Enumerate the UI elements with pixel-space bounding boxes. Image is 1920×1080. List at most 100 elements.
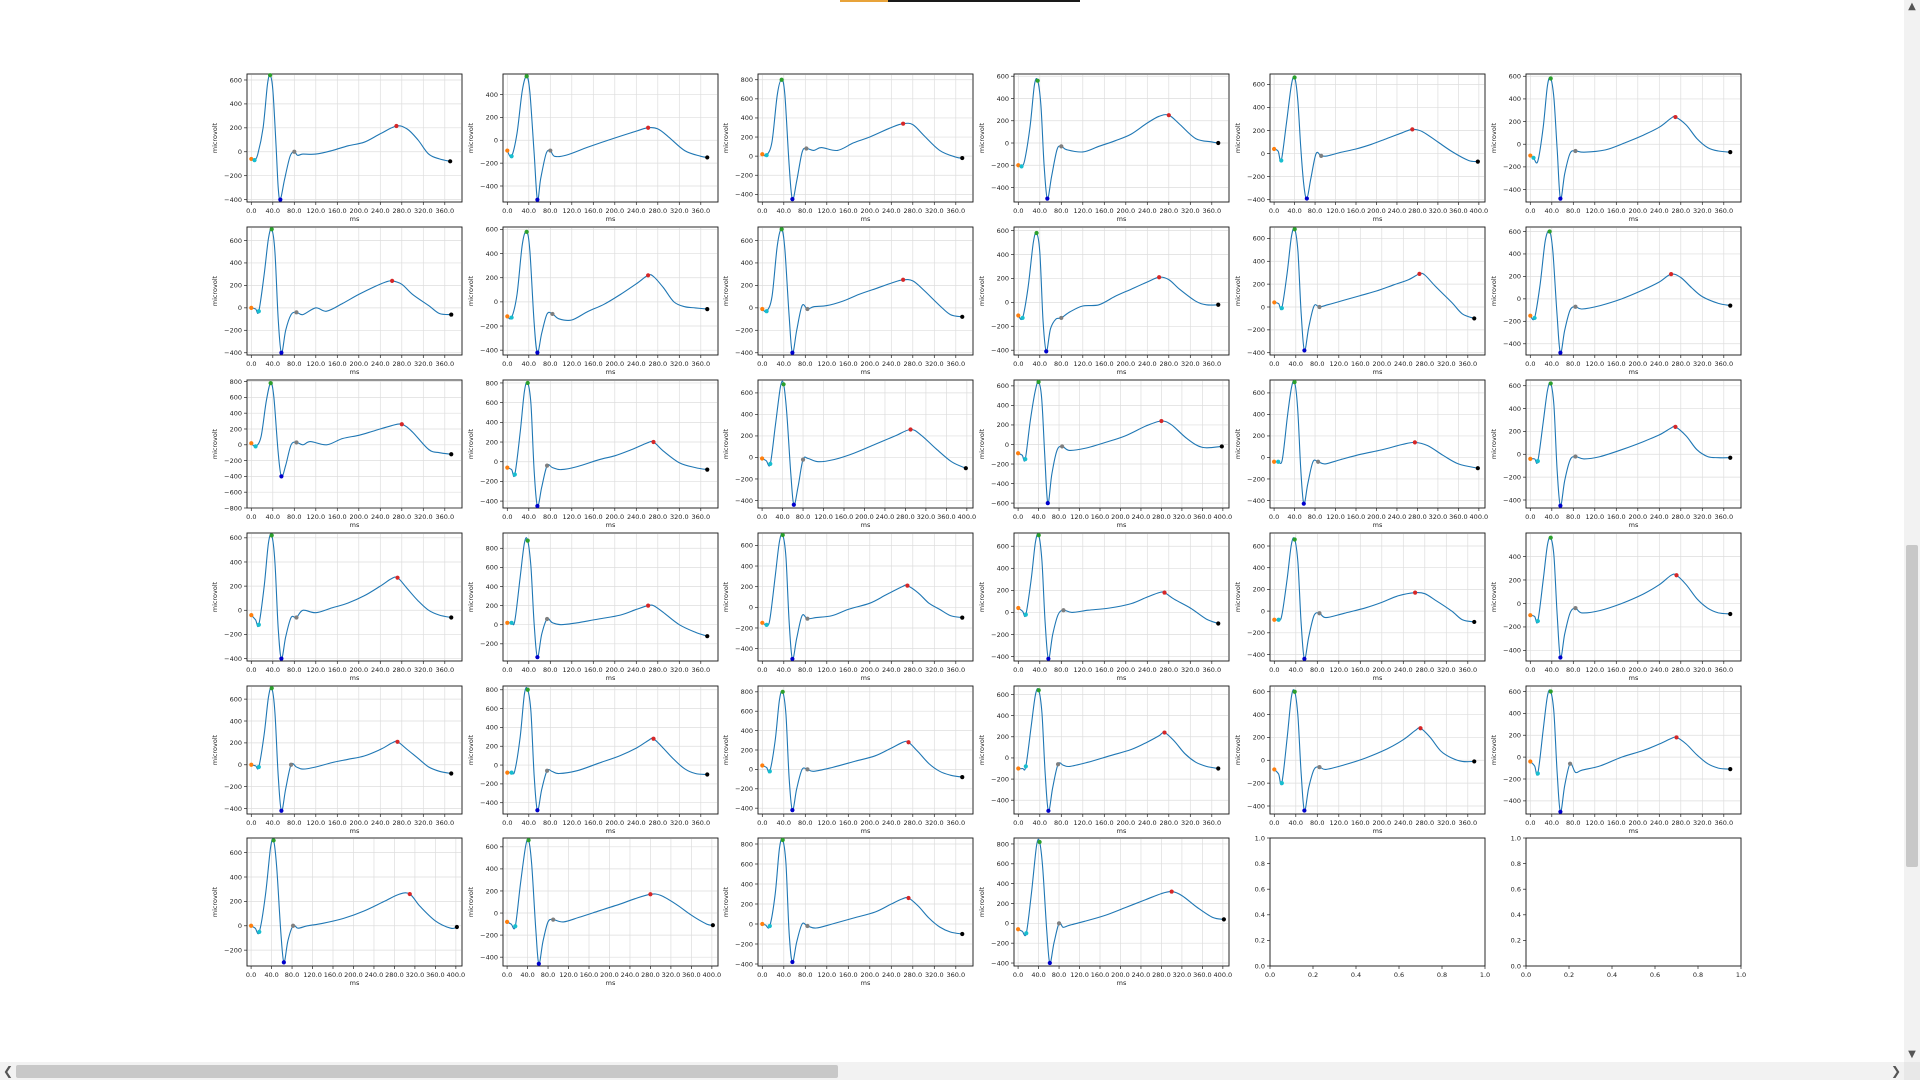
marker-peak bbox=[781, 382, 786, 387]
y-tick-label: 0 bbox=[494, 621, 498, 629]
plot-frame bbox=[757, 226, 974, 356]
plot-frame bbox=[1525, 226, 1742, 356]
marker-trough bbox=[1302, 656, 1307, 661]
marker-end bbox=[1728, 767, 1733, 772]
x-tick-label: 240.0 bbox=[882, 666, 901, 674]
y-tick-label: 600 bbox=[1253, 235, 1265, 243]
x-tick-label: 160.0 bbox=[328, 360, 347, 368]
y-tick-label: 600 bbox=[486, 705, 498, 713]
y-tick-label: 600 bbox=[1509, 228, 1521, 236]
marker-trough bbox=[1045, 501, 1050, 506]
y-tick-label: −400 bbox=[735, 497, 753, 505]
x-tick-label: 0.0 bbox=[1013, 360, 1023, 368]
x-tick-label: 80.0 bbox=[798, 360, 812, 368]
x-tick-label: 360.0 bbox=[691, 360, 710, 368]
x-tick-label: 160.0 bbox=[1351, 666, 1370, 674]
vertical-scrollbar[interactable] bbox=[1904, 0, 1920, 1062]
x-tick-label: 200.0 bbox=[1111, 971, 1130, 979]
marker-notch bbox=[1059, 315, 1064, 321]
x-tick-label: 160.0 bbox=[328, 819, 347, 827]
marker-peak bbox=[524, 229, 529, 234]
x-tick-label: 80.0 bbox=[285, 971, 299, 979]
y-tick-label: −200 bbox=[991, 323, 1009, 331]
y-tick-label: −400 bbox=[480, 346, 498, 354]
x-tick-label: 200.0 bbox=[349, 360, 368, 368]
x-tick-label: 320.0 bbox=[670, 360, 689, 368]
y-tick-label: 400 bbox=[486, 91, 498, 99]
plot-border bbox=[1269, 379, 1486, 509]
x-axis-label: ms bbox=[350, 674, 360, 682]
x-axis-label: ms bbox=[1629, 215, 1639, 223]
y-tick-label: 400 bbox=[741, 114, 753, 122]
plot-border bbox=[1269, 532, 1486, 662]
chevron-down-icon[interactable]: ▼ bbox=[1908, 1049, 1916, 1060]
x-tick-label: 0.0 bbox=[1013, 207, 1023, 215]
x-tick-label: 120.0 bbox=[1585, 207, 1604, 215]
marker-end bbox=[705, 155, 710, 160]
x-tick-label: 80.0 bbox=[543, 819, 557, 827]
horizontal-scrollbar-thumb[interactable] bbox=[16, 1065, 838, 1078]
y-tick-label: 200 bbox=[1509, 428, 1521, 436]
marker-start bbox=[760, 306, 765, 312]
x-tick-label: 80.0 bbox=[1052, 513, 1066, 521]
x-tick-label: 0.0 bbox=[502, 666, 512, 674]
chevron-right-icon[interactable]: ❯ bbox=[1890, 1064, 1902, 1078]
waveform-line bbox=[761, 380, 967, 506]
y-tick-label: 0 bbox=[1261, 454, 1265, 462]
x-tick-label: 120.0 bbox=[562, 360, 581, 368]
x-tick-label: 40.0 bbox=[777, 666, 791, 674]
x-tick-label: 280.0 bbox=[1671, 666, 1690, 674]
y-tick-label: −200 bbox=[224, 327, 242, 335]
x-tick-label: 320.0 bbox=[917, 513, 936, 521]
y-tick-label: 0 bbox=[238, 922, 242, 930]
y-axis-label: microvolt bbox=[722, 275, 730, 306]
x-tick-label: 160.0 bbox=[1607, 819, 1626, 827]
y-tick-label: 400 bbox=[997, 712, 1009, 720]
y-tick-label: 0 bbox=[1005, 139, 1009, 147]
y-axis-label: microvolt bbox=[1234, 122, 1242, 153]
x-tick-label: 80.0 bbox=[798, 207, 812, 215]
marker-early-min bbox=[252, 158, 257, 163]
chevron-left-icon[interactable]: ❮ bbox=[2, 1064, 14, 1078]
waveform-line bbox=[1530, 536, 1731, 659]
marker-early-min bbox=[1532, 315, 1537, 321]
x-tick-label: 120.0 bbox=[1326, 513, 1345, 521]
marker-late-peak bbox=[390, 278, 395, 283]
y-tick-label: 400 bbox=[741, 411, 753, 419]
y-tick-label: −200 bbox=[480, 931, 498, 939]
x-tick-label: 320.0 bbox=[1693, 819, 1712, 827]
x-tick-label: 240.0 bbox=[1138, 207, 1157, 215]
x-tick-label: 240.0 bbox=[365, 971, 384, 979]
x-tick-label: 120.0 bbox=[1073, 819, 1092, 827]
x-tick-label: 240.0 bbox=[627, 819, 646, 827]
marker-early-min bbox=[513, 924, 518, 929]
vertical-scrollbar-thumb[interactable] bbox=[1906, 545, 1918, 867]
marker-trough bbox=[1302, 348, 1307, 353]
x-tick-label: 200.0 bbox=[349, 666, 368, 674]
marker-trough bbox=[1558, 503, 1563, 508]
x-tick-label: 280.0 bbox=[903, 360, 922, 368]
x-tick-label: 0.0 bbox=[1525, 207, 1535, 215]
marker-trough bbox=[535, 350, 540, 355]
y-axis-label: microvolt bbox=[978, 428, 986, 459]
y-axis-label: microvolt bbox=[722, 122, 730, 153]
x-tick-label: 80.0 bbox=[1054, 207, 1068, 215]
x-tick-label: 240.0 bbox=[371, 360, 390, 368]
x-tick-label: 240.0 bbox=[1138, 360, 1157, 368]
x-axis-label: ms bbox=[1629, 521, 1639, 529]
y-tick-label: −400 bbox=[735, 960, 753, 968]
marker-peak bbox=[268, 73, 273, 78]
subplot-24: 0.0 40.0 80.0 120.0 160.0 200.0 240.0 280.0 320.… bbox=[1490, 532, 1742, 682]
y-tick-label: −200 bbox=[735, 940, 753, 948]
x-tick-label: 40.0 bbox=[266, 819, 280, 827]
x-tick-label: 40.0 bbox=[522, 513, 536, 521]
marker-late-peak bbox=[908, 427, 913, 432]
y-tick-label: −200 bbox=[1503, 318, 1521, 326]
chevron-up-icon[interactable]: ▲ bbox=[1908, 1, 1916, 12]
marker-end bbox=[449, 771, 454, 776]
marker-late-peak bbox=[1159, 418, 1164, 424]
marker-trough bbox=[790, 959, 795, 965]
marker-start bbox=[1528, 153, 1533, 158]
y-tick-label: −200 bbox=[991, 939, 1009, 947]
x-tick-label: 280.0 bbox=[903, 666, 922, 674]
